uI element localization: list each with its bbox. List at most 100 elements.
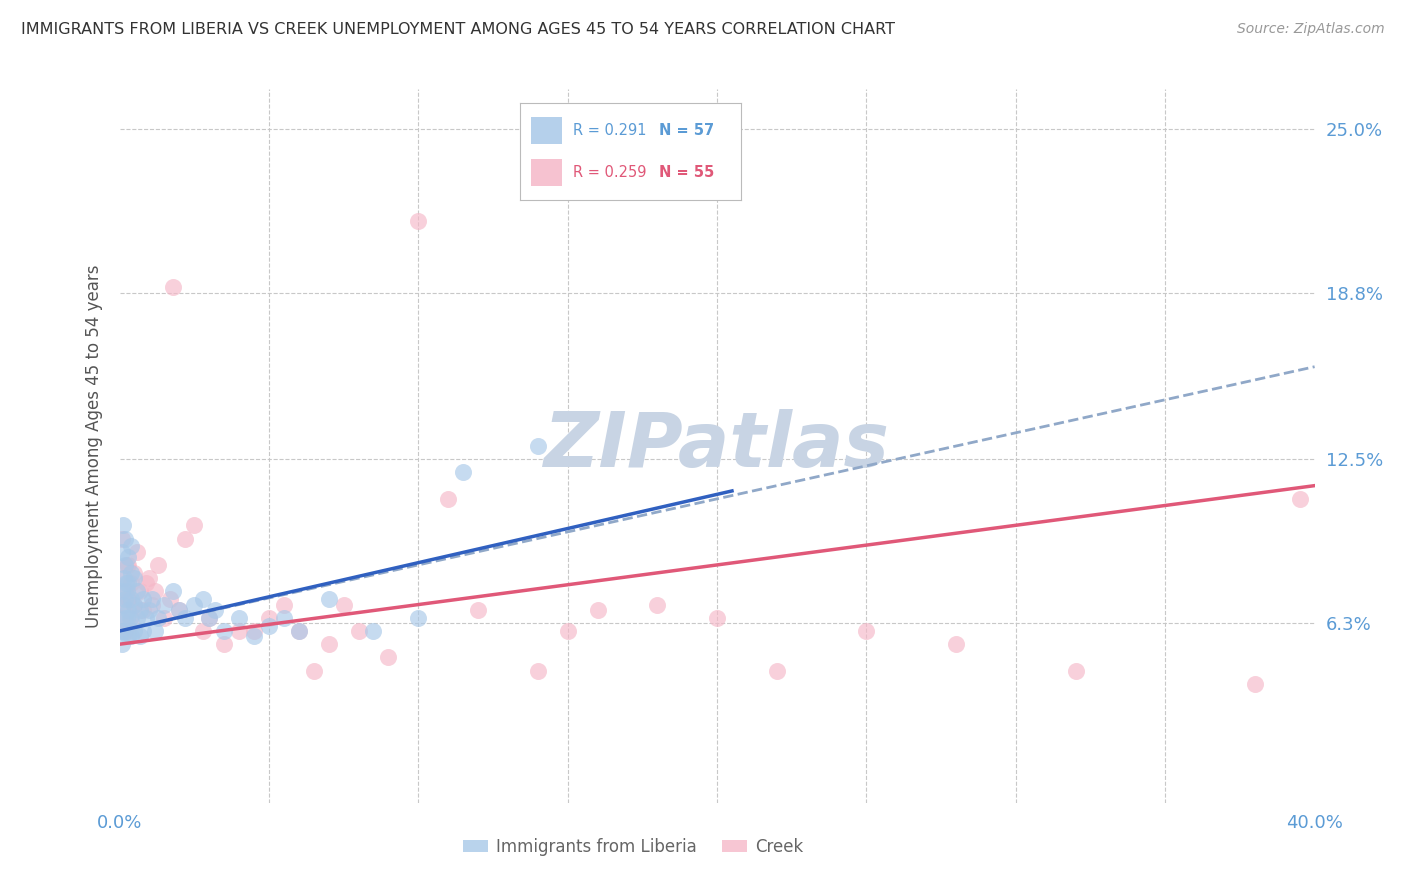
Point (121, 611, 143, 625)
Point (204, 603, 226, 617)
Point (228, 611, 250, 625)
Point (117, 576, 139, 591)
Point (121, 566, 143, 580)
Point (527, 439, 550, 453)
Point (112, 598, 135, 612)
Point (145, 624, 166, 638)
Point (145, 584, 166, 599)
Point (198, 611, 221, 625)
Point (159, 592, 181, 607)
Point (110, 624, 132, 638)
Point (1244, 677, 1267, 691)
Point (377, 650, 399, 665)
Point (111, 571, 134, 585)
Point (148, 558, 170, 572)
Point (115, 558, 138, 572)
Point (112, 624, 135, 638)
Point (132, 624, 155, 638)
Point (257, 611, 280, 625)
Point (114, 584, 136, 599)
Point (132, 592, 155, 607)
Point (129, 603, 152, 617)
Point (855, 624, 877, 638)
Point (174, 611, 197, 625)
Point (114, 558, 136, 572)
Point (148, 611, 170, 625)
Point (287, 624, 309, 638)
Point (141, 598, 163, 612)
Point (287, 624, 309, 638)
Point (408, 214, 430, 228)
Y-axis label: Unemployment Among Ages 45 to 54 years: Unemployment Among Ages 45 to 54 years (84, 264, 103, 628)
Point (138, 571, 160, 585)
Point (153, 598, 176, 612)
Point (174, 532, 197, 546)
Point (273, 611, 295, 625)
Point (527, 664, 550, 678)
Point (212, 637, 235, 651)
Point (111, 637, 134, 651)
Point (117, 549, 139, 564)
Point (183, 518, 205, 533)
Point (138, 603, 160, 617)
Point (124, 566, 146, 580)
Point (228, 624, 250, 638)
Point (124, 598, 146, 612)
Point (127, 584, 149, 599)
Point (121, 576, 143, 591)
Point (645, 598, 669, 612)
Point (110, 611, 132, 625)
Point (127, 611, 149, 625)
Point (141, 592, 163, 607)
Point (129, 629, 152, 643)
Point (945, 637, 967, 651)
Point (121, 592, 143, 607)
Point (243, 629, 266, 643)
Point (706, 611, 728, 625)
Point (198, 611, 221, 625)
Point (191, 592, 215, 607)
Point (347, 624, 370, 638)
Text: ZIPatlas: ZIPatlas (544, 409, 890, 483)
Point (121, 629, 143, 643)
Point (162, 584, 184, 599)
Point (112, 518, 135, 533)
Point (169, 603, 191, 617)
Point (1064, 664, 1087, 678)
Point (302, 664, 325, 678)
Point (127, 545, 149, 559)
Point (118, 611, 141, 625)
Point (257, 618, 280, 632)
Point (124, 571, 146, 585)
Point (212, 624, 235, 638)
Point (117, 624, 139, 638)
Point (114, 532, 136, 546)
Point (114, 611, 136, 625)
Point (114, 592, 136, 607)
Point (117, 558, 139, 572)
Legend: Immigrants from Liberia, Creek: Immigrants from Liberia, Creek (457, 831, 810, 863)
Point (129, 584, 152, 599)
Point (115, 584, 138, 599)
Point (363, 624, 385, 638)
Point (467, 603, 489, 617)
Point (191, 624, 215, 638)
Point (111, 532, 134, 546)
Point (112, 598, 135, 612)
Point (117, 592, 139, 607)
Point (124, 624, 146, 638)
Point (273, 598, 295, 612)
Point (121, 540, 143, 554)
Point (318, 637, 340, 651)
Point (183, 598, 205, 612)
Text: IMMIGRANTS FROM LIBERIA VS CREEK UNEMPLOYMENT AMONG AGES 45 TO 54 YEARS CORRELAT: IMMIGRANTS FROM LIBERIA VS CREEK UNEMPLO… (21, 22, 896, 37)
Point (243, 624, 266, 638)
Point (1288, 491, 1310, 506)
Point (332, 598, 354, 612)
Point (169, 603, 191, 617)
Point (162, 280, 184, 294)
Text: Source: ZipAtlas.com: Source: ZipAtlas.com (1237, 22, 1385, 37)
Point (437, 491, 460, 506)
Point (112, 571, 135, 585)
Point (451, 466, 474, 480)
